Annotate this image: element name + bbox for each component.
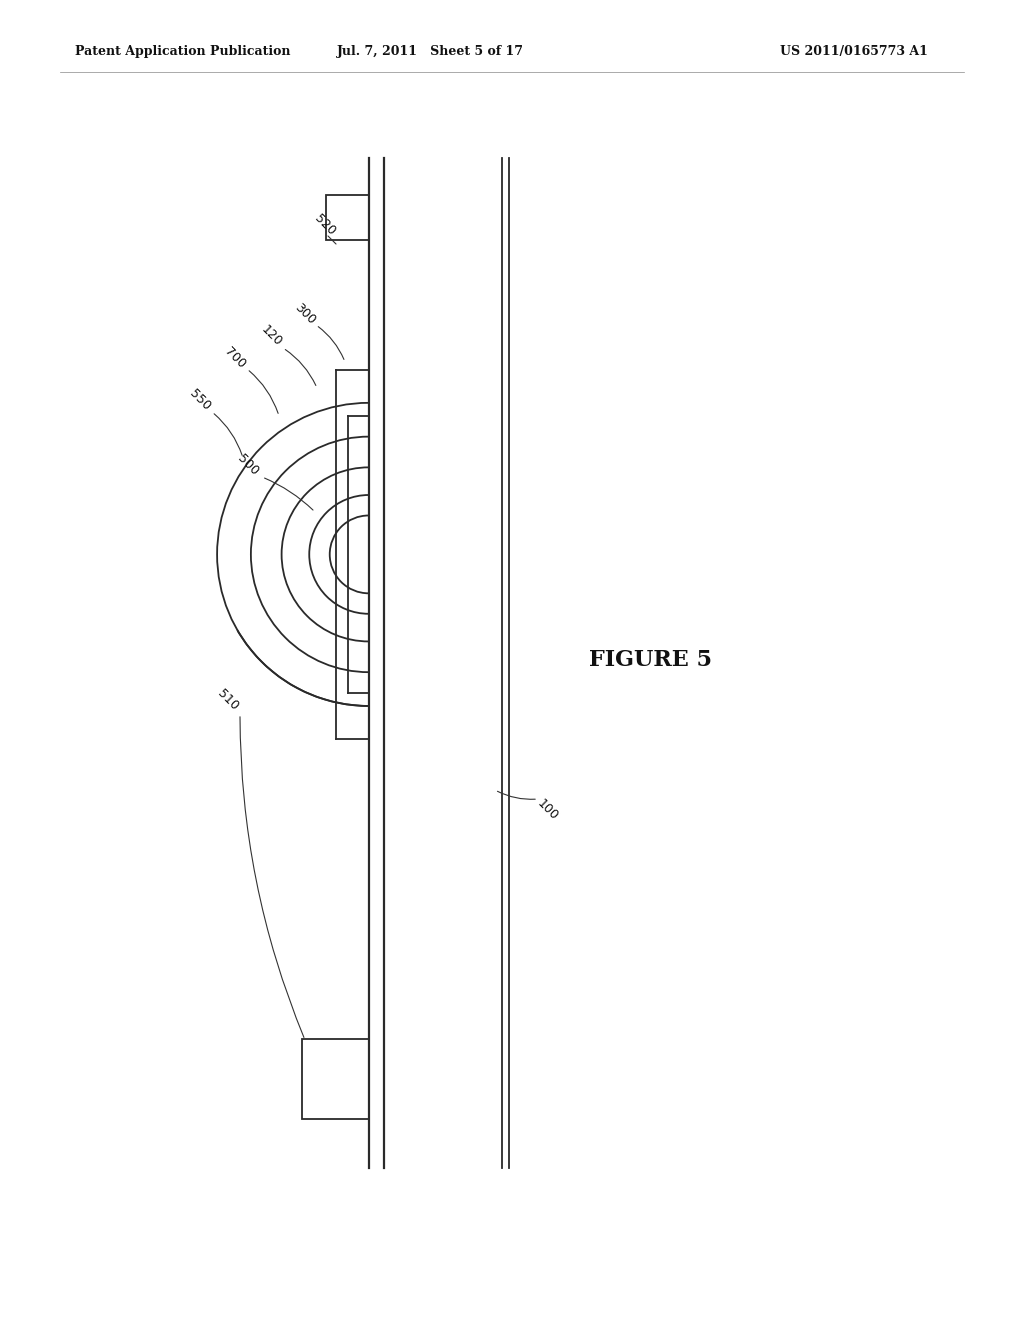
Text: Jul. 7, 2011   Sheet 5 of 17: Jul. 7, 2011 Sheet 5 of 17 bbox=[337, 45, 523, 58]
Text: FIGURE 5: FIGURE 5 bbox=[589, 649, 712, 671]
Bar bbox=[302, 1039, 369, 1119]
Text: 300: 300 bbox=[292, 301, 318, 327]
Text: 510: 510 bbox=[215, 686, 241, 713]
Text: 500: 500 bbox=[234, 451, 261, 478]
Text: Patent Application Publication: Patent Application Publication bbox=[75, 45, 291, 58]
Text: 550: 550 bbox=[187, 387, 213, 413]
Text: 120: 120 bbox=[259, 323, 285, 348]
Text: 520: 520 bbox=[312, 213, 338, 238]
Text: 100: 100 bbox=[535, 797, 561, 824]
Text: 700: 700 bbox=[222, 345, 248, 371]
Bar bbox=[326, 195, 369, 240]
Text: US 2011/0165773 A1: US 2011/0165773 A1 bbox=[780, 45, 928, 58]
